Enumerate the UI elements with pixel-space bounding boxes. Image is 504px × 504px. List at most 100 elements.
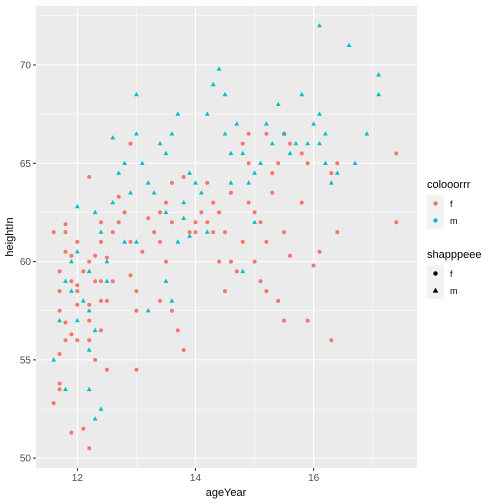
legend-color-key-f [433, 201, 438, 206]
data-point-m [264, 121, 269, 126]
data-point-f [99, 220, 103, 225]
data-point-m [169, 298, 175, 303]
legend-shape-key-m [432, 287, 439, 293]
data-point-f [57, 387, 62, 392]
data-point-m [222, 131, 228, 136]
legend-color-entry-f: f [427, 195, 453, 212]
data-point-m [134, 91, 139, 97]
data-point-f [228, 190, 233, 195]
data-point-f [158, 239, 162, 244]
data-point-f [282, 230, 287, 235]
data-point-f [264, 131, 269, 136]
grid-lines [36, 6, 417, 468]
data-point-f [305, 161, 310, 166]
data-point-f [134, 367, 139, 372]
legend-shape-entry-m: m [427, 282, 458, 299]
data-point-m [323, 131, 328, 136]
y-tick-label: 50 [20, 454, 32, 465]
data-point-m [80, 298, 86, 303]
data-point-m [86, 268, 92, 274]
data-point-m [63, 278, 68, 283]
data-point-f [217, 210, 222, 215]
data-point-f [87, 259, 92, 264]
data-point-m [240, 150, 246, 156]
data-point-f [258, 220, 263, 225]
data-point-f [394, 151, 399, 156]
data-point-f [75, 302, 80, 307]
data-point-f [87, 175, 92, 179]
data-point-f [93, 279, 98, 284]
data-point-m [63, 386, 68, 392]
legend-color-label-m: m [450, 216, 458, 226]
data-point-m [92, 416, 98, 421]
data-point-f [246, 200, 251, 205]
data-point-f [252, 259, 257, 264]
data-point-f [394, 220, 399, 225]
data-point-f [299, 151, 304, 156]
data-point-f [63, 338, 68, 343]
data-point-f [99, 279, 103, 284]
legend-shape-title: shapppeee [427, 249, 481, 261]
data-point-m [204, 229, 210, 234]
data-point-m [329, 180, 334, 185]
data-point-f [217, 259, 222, 264]
data-point-f [152, 230, 157, 235]
data-point-m [193, 180, 198, 185]
data-point-f [288, 141, 292, 146]
data-point-m [187, 233, 192, 238]
data-point-m [181, 200, 187, 205]
data-point-m [110, 135, 116, 140]
data-point-f [311, 263, 316, 268]
data-point-m [51, 357, 57, 362]
data-point-f [158, 210, 162, 215]
data-point-f [57, 289, 62, 294]
data-point-m [234, 121, 240, 126]
data-point-f [69, 332, 74, 337]
data-point-f [211, 230, 216, 235]
data-point-f [93, 253, 98, 258]
data-point-m [376, 91, 381, 97]
data-point-m [228, 150, 234, 156]
data-point-f [104, 367, 109, 372]
data-point-f [169, 180, 174, 185]
data-point-f [258, 279, 263, 284]
data-point-f [99, 328, 103, 333]
data-point-f [128, 239, 133, 244]
data-point-f [128, 273, 133, 278]
x-axis-title: ageYear [206, 487, 247, 499]
data-point-f [57, 308, 62, 313]
data-point-f [169, 220, 174, 225]
data-point-m [252, 170, 257, 175]
data-point-m [240, 268, 246, 274]
data-point-m [98, 406, 104, 411]
data-point-m [346, 42, 352, 47]
data-point-f [252, 210, 257, 215]
data-point-f [317, 249, 322, 254]
data-point-m [86, 347, 92, 352]
data-point-m [134, 131, 139, 136]
data-point-f [205, 180, 210, 185]
data-point-m [252, 219, 257, 224]
legend-shape-entry-f: f [427, 265, 453, 282]
data-point-f [81, 269, 86, 274]
data-point-f [264, 239, 269, 244]
data-point-f [276, 161, 281, 166]
y-tick-label: 70 [20, 60, 32, 71]
data-point-f [246, 131, 251, 136]
data-point-f [169, 308, 174, 313]
data-point-m [258, 160, 263, 165]
data-point-m [175, 239, 181, 244]
data-point-m [187, 170, 192, 175]
data-point-m [104, 259, 110, 264]
data-point-f [299, 200, 304, 205]
data-point-f [199, 210, 204, 215]
data-point-m [352, 160, 358, 165]
data-point-m [128, 190, 133, 195]
legend-shape-key-f [433, 271, 438, 276]
data-point-m [293, 141, 299, 146]
data-point-m [98, 229, 104, 234]
data-point-f [181, 175, 186, 179]
legend-color-label-f: f [450, 199, 453, 209]
legend-shape-label-f: f [450, 269, 453, 279]
